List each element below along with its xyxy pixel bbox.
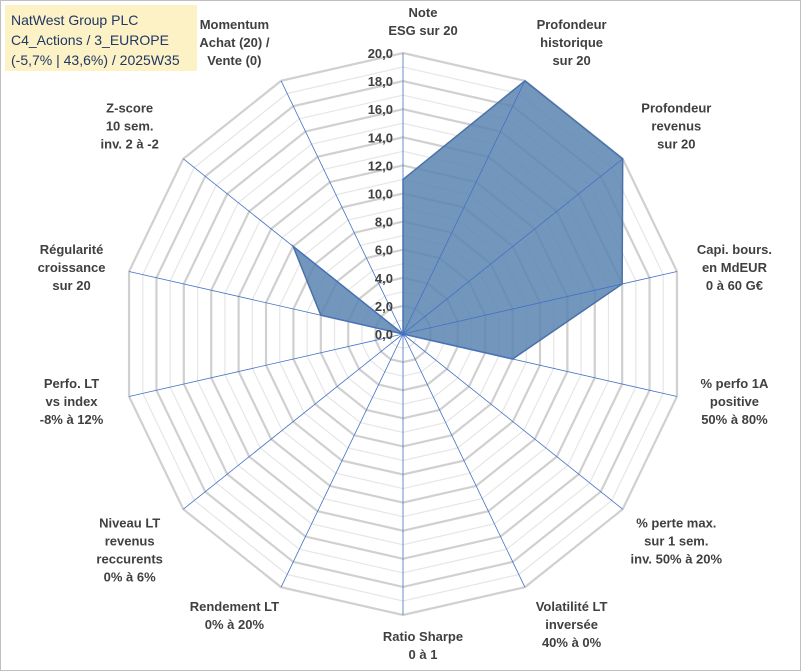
axis-label-line: Régularité: [40, 242, 104, 257]
tick-label: 14,0: [368, 130, 393, 145]
axis-label-line: reccurents: [96, 552, 162, 567]
axis-label-line: en MdEUR: [702, 260, 768, 275]
axis-label-line: Profondeur: [641, 100, 711, 115]
tick-label: 18,0: [368, 74, 393, 89]
tick-label: 16,0: [368, 102, 393, 117]
axis-label: Niveau LT revenus reccurents 0% à 6%: [96, 516, 162, 585]
axis-label-line: % perfo 1A: [701, 376, 770, 391]
tick-label: 4,0: [375, 271, 393, 286]
axis-label: Z-score 10 sem. inv. 2 à -2: [101, 100, 159, 151]
axis-label-line: Z-score: [106, 100, 153, 115]
tick-label: 10,0: [368, 187, 393, 202]
axis-label: Ratio Sharpe 0 à 1: [383, 629, 463, 662]
axis-label-line: Vente (0): [207, 53, 261, 68]
tick-label: 8,0: [375, 215, 393, 230]
axis-label-line: inv. 2 à -2: [101, 136, 159, 151]
axis-label-line: sur 20: [657, 136, 695, 151]
axis-label-line: Rendement LT: [190, 599, 279, 614]
axis-label: Momentum Achat (20) / Vente (0): [199, 17, 269, 68]
axis-label-line: revenus: [105, 534, 155, 549]
axis-label: % perte max. sur 1 sem. inv. 50% à 20%: [631, 516, 723, 567]
tick-label: 12,0: [368, 158, 393, 173]
axis-label-line: Capi. bours.: [697, 242, 772, 257]
axis-label: Perfo. LT vs index -8% à 12%: [40, 376, 104, 427]
axis-label-line: Volatilité LT: [536, 599, 608, 614]
axis-label: Profondeur revenus sur 20: [641, 100, 711, 151]
tick-label: 20,0: [368, 46, 393, 61]
axis-label-line: 40% à 0%: [542, 635, 602, 650]
axis-label-line: Perfo. LT: [44, 376, 99, 391]
axis-label-line: 0 à 1: [409, 647, 438, 662]
axis-label-line: sur 20: [52, 278, 90, 293]
axis-label-line: sur 1 sem.: [644, 534, 708, 549]
axis-label: Rendement LT 0% à 20%: [190, 599, 279, 632]
axis-label-line: historique: [540, 35, 603, 50]
axis-label: % perfo 1A positive 50% à 80%: [701, 376, 770, 427]
axis-label-line: 0% à 6%: [104, 570, 156, 585]
chart-frame: NatWest Group PLC C4_Actions / 3_EUROPE …: [0, 0, 801, 671]
axis-label: Volatilité LT inversée 40% à 0%: [536, 599, 608, 650]
axis-label-line: Achat (20) /: [199, 35, 269, 50]
axis-label-line: Momentum: [200, 17, 269, 32]
axis-label-line: Note: [409, 5, 438, 20]
axis-label-line: Profondeur: [537, 17, 607, 32]
axis-label-line: inversée: [545, 617, 598, 632]
axis-label-line: 0 à 60 G€: [706, 278, 763, 293]
axis-label: Note ESG sur 20: [388, 5, 457, 38]
tick-label: 2,0: [375, 299, 393, 314]
axis-label-line: croissance: [38, 260, 106, 275]
axis-label-line: vs index: [46, 394, 99, 409]
axis-label: Régularité croissance sur 20: [38, 242, 106, 293]
axis-label-line: % perte max.: [636, 516, 716, 531]
axis-label-line: revenus: [651, 118, 701, 133]
axis-label-line: sur 20: [552, 53, 590, 68]
axis-label-line: -8% à 12%: [40, 412, 104, 427]
axis-label-line: ESG sur 20: [388, 23, 457, 38]
axis-label-line: 50% à 80%: [701, 412, 768, 427]
axis-label-line: Ratio Sharpe: [383, 629, 463, 644]
axis-label-line: Niveau LT: [99, 516, 160, 531]
tick-label: 6,0: [375, 243, 393, 258]
axis-label-line: 0% à 20%: [205, 617, 265, 632]
axis-label-line: inv. 50% à 20%: [631, 552, 723, 567]
axis-label: Profondeur historique sur 20: [537, 17, 607, 68]
axis-label: Capi. bours. en MdEUR 0 à 60 G€: [697, 242, 772, 293]
radar-chart: 0,02,04,06,08,010,012,014,016,018,020,0N…: [1, 1, 801, 672]
axis-label-line: positive: [710, 394, 759, 409]
axis-label-line: 10 sem.: [106, 118, 154, 133]
tick-label: 0,0: [375, 327, 393, 342]
